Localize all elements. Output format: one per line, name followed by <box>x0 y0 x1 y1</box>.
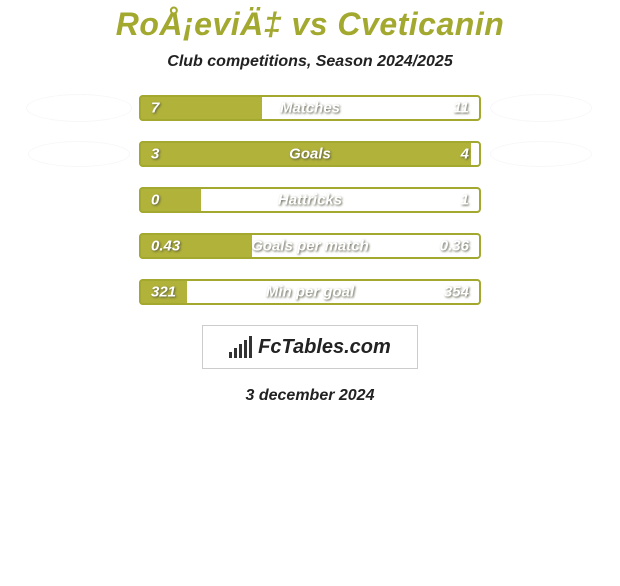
stat-value-right: 0.36 <box>440 238 469 255</box>
date-text: 3 december 2024 <box>0 387 620 405</box>
stat-bar: 0.43 Goals per match 0.36 <box>139 233 481 259</box>
stat-bar: 321 Min per goal 354 <box>139 279 481 305</box>
stats-container: 7 Matches 11 3 Goals 4 0 Hattricks 1 0.43 Goals pe… <box>0 95 620 305</box>
stat-row: 321 Min per goal 354 <box>0 279 620 305</box>
stat-label: Matches <box>280 100 340 117</box>
stat-bar: 3 Goals 4 <box>139 141 481 167</box>
left-player-marker <box>29 142 129 166</box>
branding-bars-icon <box>229 336 252 358</box>
stat-value-right: 11 <box>453 100 469 117</box>
page-subtitle: Club competitions, Season 2024/2025 <box>0 53 620 71</box>
stat-label: Goals <box>289 146 331 163</box>
right-player-marker <box>491 95 591 121</box>
branding-text: FcTables.com <box>258 336 391 359</box>
stat-row: 0.43 Goals per match 0.36 <box>0 233 620 259</box>
page-title: RoÅ¡eviÄ‡ vs Cveticanin <box>0 6 620 43</box>
stat-label: Hattricks <box>278 192 342 209</box>
stat-value-left: 3 <box>151 146 159 163</box>
stat-row: 7 Matches 11 <box>0 95 620 121</box>
stat-bar: 0 Hattricks 1 <box>139 187 481 213</box>
stat-value-left: 7 <box>151 100 159 117</box>
stat-value-left: 321 <box>151 284 176 301</box>
stat-bar: 7 Matches 11 <box>139 95 481 121</box>
left-player-marker <box>27 95 131 121</box>
stat-label: Min per goal <box>266 284 354 301</box>
stat-value-right: 354 <box>444 284 469 301</box>
branding-box[interactable]: FcTables.com <box>202 325 418 369</box>
stat-bar-fill <box>139 187 201 213</box>
stat-value-left: 0 <box>151 192 159 209</box>
stat-row: 3 Goals 4 <box>0 141 620 167</box>
stat-value-right: 1 <box>461 192 469 209</box>
stat-value-left: 0.43 <box>151 238 180 255</box>
stat-row: 0 Hattricks 1 <box>0 187 620 213</box>
stat-value-right: 4 <box>461 146 469 163</box>
right-player-marker <box>491 142 591 166</box>
stat-label: Goals per match <box>251 238 369 255</box>
